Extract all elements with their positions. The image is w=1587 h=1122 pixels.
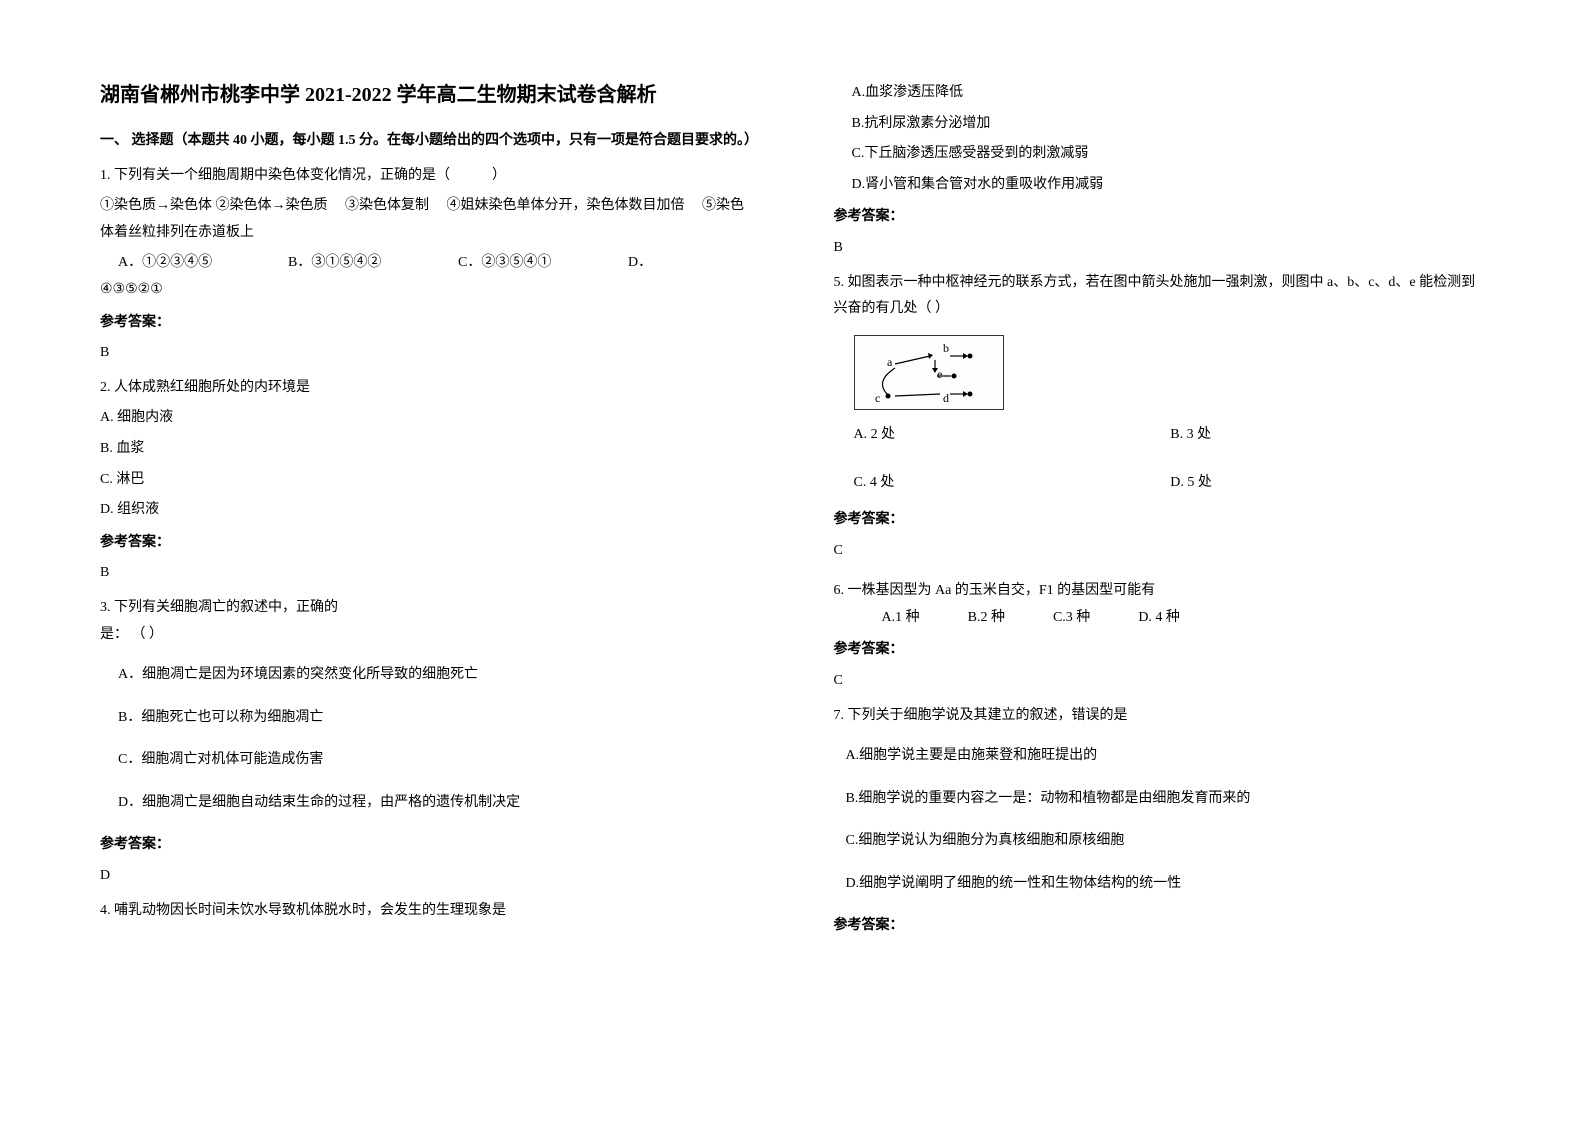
q6-answer: C	[834, 668, 1488, 695]
q1-stem: 1. 下列有关一个细胞周期中染色体变化情况，正确的是（ ）	[100, 163, 754, 190]
q7-option-d: D.细胞学说阐明了细胞的统一性和生物体结构的统一性	[834, 871, 1488, 898]
q6-stem: 6. 一株基因型为 Aa 的玉米自交，F1 的基因型可能有	[834, 578, 1488, 605]
q4-option-c: C.下丘脑渗透压感受器受到的刺激减弱	[834, 141, 1488, 168]
q3-answer: D	[100, 863, 754, 890]
q3-option-c: C．细胞凋亡对机体可能造成伤害	[100, 747, 754, 774]
q3-option-b: B．细胞死亡也可以称为细胞凋亡	[100, 705, 754, 732]
q3-option-d: D．细胞凋亡是细胞自动结束生命的过程，由严格的遗传机制决定	[100, 790, 754, 817]
q7-option-a: A.细胞学说主要是由施莱登和施旺提出的	[834, 743, 1488, 770]
q3-answer-label: 参考答案：	[100, 832, 754, 859]
q7-stem: 7. 下列关于细胞学说及其建立的叙述，错误的是	[834, 703, 1488, 730]
q2-answer: B	[100, 560, 754, 587]
diagram-label-b: b	[943, 341, 949, 355]
q3-option-a: A．细胞凋亡是因为环境因素的突然变化所导致的细胞死亡	[100, 662, 754, 689]
q6-option-b: B.2 种	[968, 605, 1005, 632]
q5-answer-label: 参考答案：	[834, 507, 1488, 534]
diagram-label-e: e	[937, 367, 942, 381]
question-3: 3. 下列有关细胞凋亡的叙述中，正确的 是： （ ） A．细胞凋亡是因为环境因素…	[100, 595, 754, 817]
q5-diagram: a b c d e	[854, 335, 1004, 410]
q7-option-b: B.细胞学说的重要内容之一是：动物和植物都是由细胞发育而来的	[834, 786, 1488, 813]
q4-option-b: B.抗利尿激素分泌增加	[834, 111, 1488, 138]
q6-answer-label: 参考答案：	[834, 637, 1488, 664]
diagram-label-c: c	[875, 391, 880, 405]
question-6: 6. 一株基因型为 Aa 的玉米自交，F1 的基因型可能有 A.1 种 B.2 …	[834, 578, 1488, 631]
question-2: 2. 人体成熟红细胞所处的内环境是 A. 细胞内液 B. 血浆 C. 淋巴 D.…	[100, 375, 754, 524]
question-4-stem: 4. 哺乳动物因长时间未饮水导致机体脱水时，会发生的生理现象是	[100, 898, 754, 925]
q2-stem: 2. 人体成熟红细胞所处的内环境是	[100, 375, 754, 402]
q4-option-a: A.血浆渗透压降低	[834, 80, 1488, 107]
neuron-diagram-svg: a b c d e	[855, 336, 1005, 411]
q1-answer-label: 参考答案：	[100, 310, 754, 337]
q2-option-c: C. 淋巴	[100, 467, 754, 494]
q5-options: A. 2 处 B. 3 处 C. 4 处 D. 5 处	[854, 422, 1488, 497]
q4-answer-label: 参考答案：	[834, 204, 1488, 231]
q4-stem: 4. 哺乳动物因长时间未饮水导致机体脱水时，会发生的生理现象是	[100, 898, 754, 925]
q1-statements: ①染色质→染色体 ②染色体→染色质 ③染色体复制 ④姐妹染色单体分开，染色体数目…	[100, 193, 754, 246]
q5-option-c: C. 4 处	[854, 470, 1171, 497]
q1-option-d-prefix: D．	[628, 250, 652, 277]
diagram-label-a: a	[887, 355, 893, 369]
q1-option-a: A．①②③④⑤	[118, 250, 278, 277]
section-1-header: 一、 选择题（本题共 40 小题，每小题 1.5 分。在每小题给出的四个选项中，…	[100, 128, 754, 155]
q2-answer-label: 参考答案：	[100, 530, 754, 557]
exam-title: 湖南省郴州市桃李中学 2021-2022 学年高二生物期末试卷含解析	[100, 80, 754, 110]
q5-option-d: D. 5 处	[1170, 470, 1487, 497]
question-1: 1. 下列有关一个细胞周期中染色体变化情况，正确的是（ ） ①染色质→染色体 ②…	[100, 163, 754, 304]
right-column: A.血浆渗透压降低 B.抗利尿激素分泌增加 C.下丘脑渗透压感受器受到的刺激减弱…	[834, 80, 1488, 1042]
q1-option-b: B．③①⑤④②	[288, 250, 448, 277]
q1-options-row1: A．①②③④⑤ B．③①⑤④② C．②③⑤④① D．	[100, 250, 754, 277]
q1-option-d-value: ④③⑤②①	[100, 277, 754, 304]
q4-option-d: D.肾小管和集合管对水的重吸收作用减弱	[834, 172, 1488, 199]
q5-option-b: B. 3 处	[1170, 422, 1487, 449]
q6-option-c: C.3 种	[1053, 605, 1090, 632]
q6-option-d: D. 4 种	[1138, 605, 1180, 632]
q5-option-a: A. 2 处	[854, 422, 1171, 449]
question-4-options: A.血浆渗透压降低 B.抗利尿激素分泌增加 C.下丘脑渗透压感受器受到的刺激减弱…	[834, 80, 1488, 198]
question-7: 7. 下列关于细胞学说及其建立的叙述，错误的是 A.细胞学说主要是由施莱登和施旺…	[834, 703, 1488, 898]
left-column: 湖南省郴州市桃李中学 2021-2022 学年高二生物期末试卷含解析 一、 选择…	[100, 80, 754, 1042]
q5-stem: 5. 如图表示一种中枢神经元的联系方式，若在图中箭头处施加一强刺激，则图中 a、…	[834, 270, 1488, 323]
q7-answer-label: 参考答案：	[834, 913, 1488, 940]
q6-option-a: A.1 种	[882, 605, 920, 632]
q1-option-c: C．②③⑤④①	[458, 250, 618, 277]
q7-option-c: C.细胞学说认为细胞分为真核细胞和原核细胞	[834, 828, 1488, 855]
question-5: 5. 如图表示一种中枢神经元的联系方式，若在图中箭头处施加一强刺激，则图中 a、…	[834, 270, 1488, 497]
q2-option-a: A. 细胞内液	[100, 405, 754, 432]
q4-answer: B	[834, 235, 1488, 262]
q3-stem-line2: 是： （ ）	[100, 622, 754, 649]
q1-answer: B	[100, 340, 754, 367]
q3-stem-line1: 3. 下列有关细胞凋亡的叙述中，正确的	[100, 595, 754, 622]
q5-answer: C	[834, 538, 1488, 565]
q2-option-b: B. 血浆	[100, 436, 754, 463]
q2-option-d: D. 组织液	[100, 497, 754, 524]
diagram-label-d: d	[943, 391, 949, 405]
q6-options: A.1 种 B.2 种 C.3 种 D. 4 种	[882, 605, 1488, 632]
